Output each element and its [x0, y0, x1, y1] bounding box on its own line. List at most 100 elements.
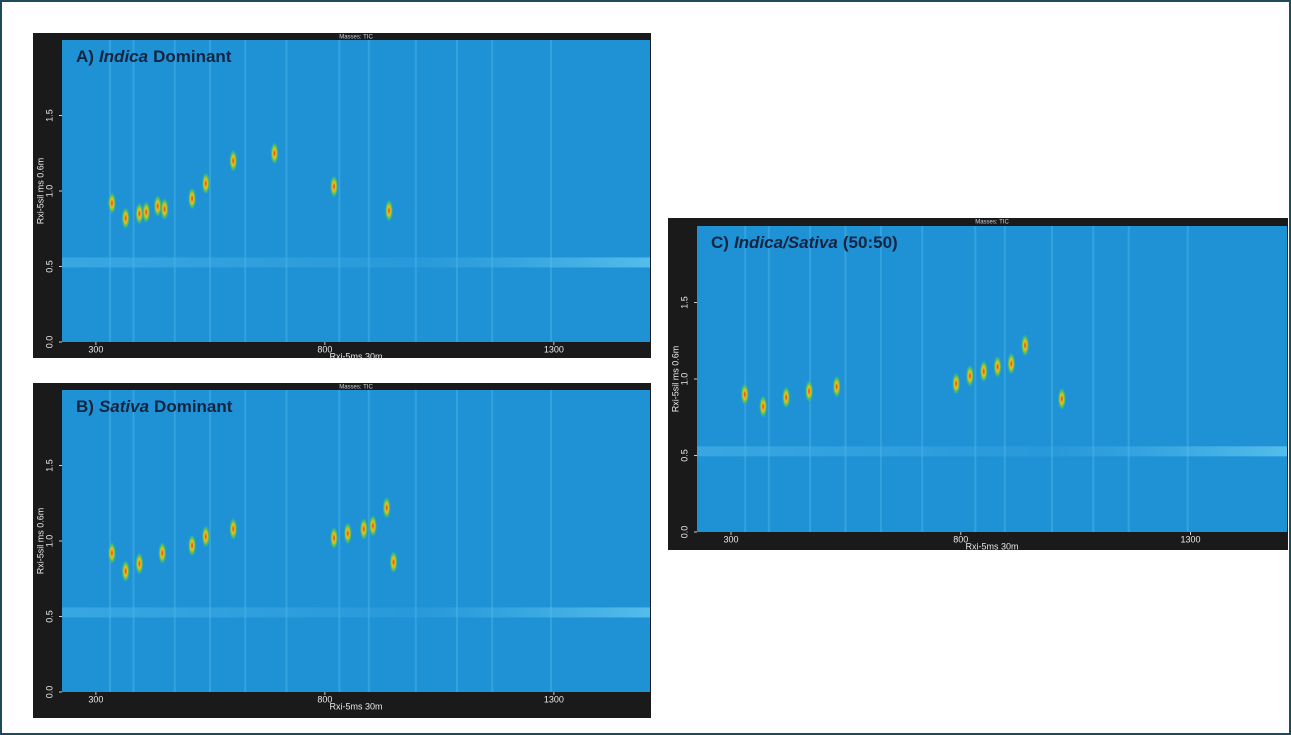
peak: [142, 201, 150, 223]
peak: [383, 497, 391, 519]
peak: [202, 172, 210, 194]
y-axis-label: Rxi-5sil ms 0.6m: [35, 158, 45, 225]
streak: [415, 390, 417, 692]
chart-header: Masses: TIC: [339, 385, 373, 391]
y-tick-label: 1.5: [679, 296, 689, 309]
peak: [135, 553, 143, 575]
streak: [109, 390, 111, 692]
peak: [980, 360, 988, 382]
baseline-band: [697, 446, 1287, 456]
y-axis-label: Rxi-5sil ms 0.6m: [35, 508, 45, 575]
streak: [368, 390, 370, 692]
streak: [174, 390, 176, 692]
y-tick-label: 0.5: [44, 260, 54, 273]
y-tick-label: 1.0: [679, 373, 689, 386]
baseline-band: [62, 257, 650, 267]
peak: [966, 365, 974, 387]
peak: [741, 383, 749, 405]
peak: [369, 515, 377, 537]
peak: [952, 373, 960, 395]
title-part: Dominant: [154, 397, 233, 416]
plot-area: [62, 40, 650, 342]
y-tick-label: 1.0: [44, 185, 54, 198]
streak: [133, 40, 135, 342]
streak: [338, 40, 340, 342]
streak: [415, 40, 417, 342]
streak: [550, 40, 552, 342]
baseline-band: [62, 607, 650, 617]
peak: [833, 376, 841, 398]
streak: [338, 390, 340, 692]
x-tick-label: 1300: [544, 344, 564, 354]
peak: [805, 380, 813, 402]
chart-header: Masses: TIC: [339, 35, 373, 41]
y-tick-label: 0.5: [679, 449, 689, 462]
peak: [202, 525, 210, 547]
streak: [491, 390, 493, 692]
peak: [122, 560, 130, 582]
streak: [744, 226, 746, 532]
peak: [270, 142, 278, 164]
streak: [550, 390, 552, 692]
streak: [921, 226, 923, 532]
y-tick-label: 0.0: [44, 686, 54, 699]
title-part: B): [76, 397, 94, 416]
title-part: Indica/Sativa: [734, 233, 838, 252]
x-axis-label: Rxi-5ms 30m: [329, 351, 382, 361]
streak: [1187, 226, 1189, 532]
title-part: A): [76, 47, 94, 66]
streak: [285, 390, 287, 692]
y-tick-label: 0.5: [44, 610, 54, 623]
streak: [244, 390, 246, 692]
peak: [1058, 388, 1066, 410]
streak: [244, 40, 246, 342]
x-axis-label: Rxi-5ms 30m: [329, 701, 382, 711]
peak: [188, 535, 196, 557]
peak: [135, 203, 143, 225]
peak: [161, 198, 169, 220]
peak: [229, 518, 237, 540]
peak: [390, 551, 398, 573]
peak: [360, 518, 368, 540]
y-tick-label: 1.5: [44, 109, 54, 122]
streak: [456, 40, 458, 342]
y-tick-label: 0.0: [679, 526, 689, 539]
y-tick-label: 1.5: [44, 459, 54, 472]
streak: [133, 390, 135, 692]
peak: [782, 386, 790, 408]
figure: Masses: TICA)IndicaDominant3008001300Rxi…: [0, 0, 1291, 735]
peak: [229, 150, 237, 172]
streak: [109, 40, 111, 342]
x-tick-label: 300: [88, 344, 103, 354]
plot-area: [697, 226, 1287, 532]
peak: [1007, 353, 1015, 375]
peak: [344, 522, 352, 544]
x-axis-label: Rxi-5ms 30m: [965, 541, 1018, 551]
y-tick-label: 0.0: [44, 336, 54, 349]
chart-title: C)Indica/Sativa(50:50): [711, 233, 898, 252]
title-part: (50:50): [843, 233, 898, 252]
title-part: Dominant: [153, 47, 232, 66]
streak: [491, 40, 493, 342]
peak: [122, 207, 130, 229]
peak: [188, 188, 196, 210]
y-axis-label: Rxi-5sil ms 0.6m: [670, 346, 680, 413]
peak: [154, 195, 162, 217]
y-tick-label: 1.0: [44, 535, 54, 548]
streak: [880, 226, 882, 532]
streak: [809, 226, 811, 532]
streak: [209, 40, 211, 342]
streak: [368, 40, 370, 342]
streak: [285, 40, 287, 342]
streak: [1128, 226, 1130, 532]
streak: [768, 226, 770, 532]
streak: [456, 390, 458, 692]
x-tick-label: 1300: [544, 694, 564, 704]
peak: [994, 356, 1002, 378]
title-part: Sativa: [99, 397, 149, 416]
peak: [330, 175, 338, 197]
